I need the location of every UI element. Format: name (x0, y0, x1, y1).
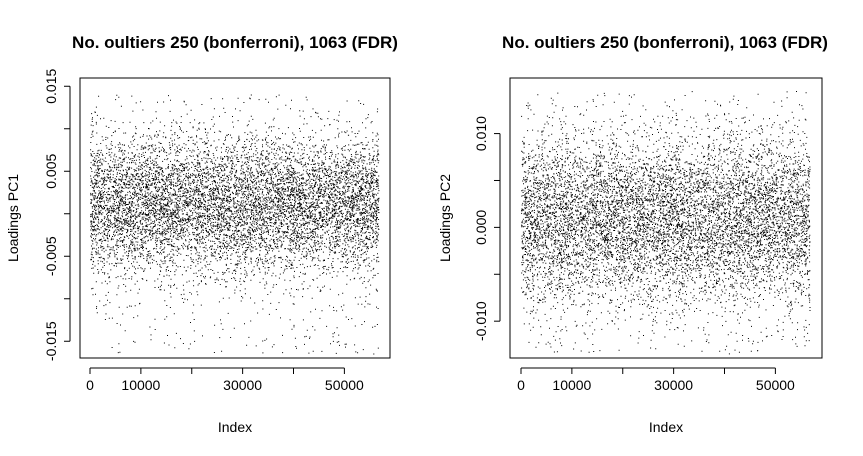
y-tick-label-pc1: -0.015 (43, 321, 59, 361)
x-tick-label-pc2: 50000 (756, 377, 795, 393)
y-tick-label-pc2: 0.010 (473, 116, 489, 151)
y-axis-label-pc2: Loadings PC2 (437, 174, 453, 262)
y-axis-label-pc1: Loadings PC1 (5, 174, 21, 262)
x-axis-label-pc1: Index (218, 419, 252, 435)
y-tick-label-pc2: -0.010 (473, 301, 489, 341)
scatter-points-pc2 (521, 91, 811, 355)
scatter-panel-pc2: No. oultiers 250 (bonferroni), 1063 (FDR… (437, 33, 828, 435)
x-tick-label-pc1: 0 (86, 377, 94, 393)
chart-title-pc2: No. oultiers 250 (bonferroni), 1063 (FDR… (502, 33, 828, 52)
plot-frame-pc2 (509, 77, 823, 359)
x-tick-label-pc1: 30000 (223, 377, 262, 393)
points-pc1 (90, 94, 380, 355)
x-tick-label-pc2: 10000 (552, 377, 591, 393)
y-axis-pc2: -0.010 0.000 0.010 (473, 116, 501, 341)
plot-frame-pc1 (79, 77, 391, 359)
y-tick-label-pc1: 0.005 (43, 154, 59, 189)
y-tick-label-pc1: 0.015 (43, 69, 59, 104)
points-pc2 (521, 91, 811, 355)
scatter-panel-pc1: No. oultiers 250 (bonferroni), 1063 (FDR… (5, 33, 398, 435)
x-axis-pc2: 0 10000 30000 50000 (517, 367, 795, 393)
x-axis-pc1: 0 10000 30000 50000 (86, 367, 364, 393)
y-axis-pc1: -0.015 -0.005 0.005 0.015 (43, 69, 71, 361)
scatter-points-pc1 (90, 94, 380, 355)
x-tick-label-pc2: 30000 (654, 377, 693, 393)
x-tick-label-pc1: 50000 (325, 377, 364, 393)
x-tick-label-pc1: 10000 (121, 377, 160, 393)
x-tick-label-pc2: 0 (517, 377, 525, 393)
chart-title-pc1: No. oultiers 250 (bonferroni), 1063 (FDR… (72, 33, 398, 52)
y-tick-label-pc2: 0.000 (473, 210, 489, 245)
x-axis-label-pc2: Index (649, 419, 683, 435)
y-tick-label-pc1: -0.005 (43, 236, 59, 276)
